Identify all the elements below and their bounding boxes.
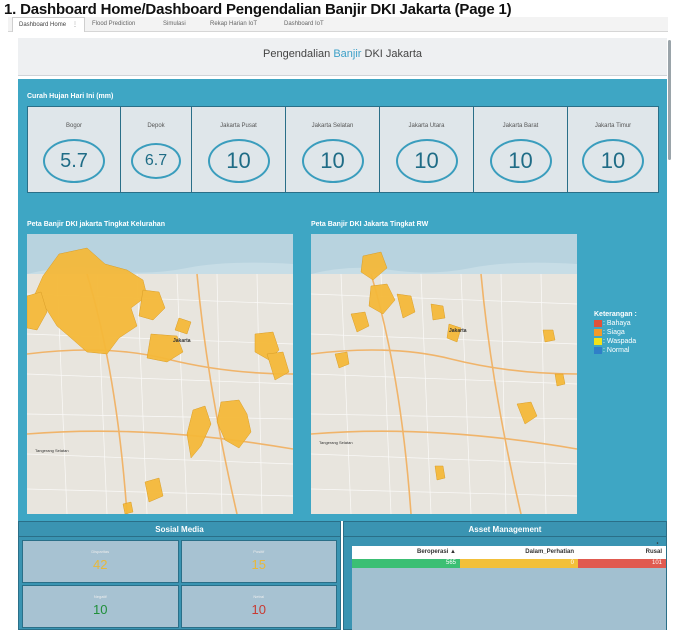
sm-card-label: Netral [253,594,265,599]
legend-swatch [594,320,602,327]
asset-table-header: Beroperasi ▲ Dalam_Perhatian Rusal [352,546,666,559]
rain-card-jakarta-pusat[interactable]: Jakarta Pusat 10 [192,107,286,192]
legend-label: : Siaga [603,329,625,336]
legend-title: Keterangan : [594,311,637,318]
rain-station-name: Jakarta Barat [502,123,539,129]
legend-label: : Normal [603,347,630,354]
sm-card-positif[interactable]: Positif 15 [180,540,337,583]
rain-value-gauge: 10 [395,139,458,183]
tab-flood-prediction[interactable]: Flood Prediction [92,21,136,27]
sm-card-label: Negatif [93,594,107,599]
header-title-accent: Banjir [333,48,362,60]
tab-dashboard-home[interactable]: Dashboard Home ⋮ [12,17,86,32]
sm-card-value: 42 [93,557,108,572]
legend-item-normal: : Normal [594,346,637,355]
map-kelurahan[interactable]: Jakarta Tangerang Selatan [27,234,293,514]
legend-item-bahaya: : Bahaya [594,319,637,328]
map-town-label: Tangerang Selatan [319,440,353,445]
cell-beroperasi: 565 [352,559,460,568]
rain-value-gauge: 10 [207,139,270,183]
asset-management-title: Asset Management [344,522,666,537]
rain-station-name: Depok [147,123,165,129]
rain-station-name: Jakarta Timur [594,123,632,129]
sm-card-negatif[interactable]: Negatif 10 [22,585,179,628]
map-city-label: Jakarta [173,338,191,344]
legend-item-siaga: : Siaga [594,328,637,337]
map-rw[interactable]: Jakarta Tangerang Selatan [311,234,577,514]
rainfall-section-label: Curah Hujan Hari Ini (mm) [27,93,114,100]
sm-card-value: 15 [251,557,266,572]
sm-card-label: Disparitas [91,549,110,554]
map-rw-canvas: Jakarta Tangerang Selatan [311,234,577,514]
header-title-pre: Pengendalian [263,48,334,60]
document-title: 1. Dashboard Home/Dashboard Pengendalian… [4,1,512,18]
main-panel: Curah Hujan Hari Ini (mm) Bogor 5.7 Depo… [18,79,667,521]
map-town-label: Tangerang Selatan [35,448,69,453]
rain-card-jakarta-timur[interactable]: Jakarta Timur 10 [568,107,658,192]
rain-card-depok[interactable]: Depok 6.7 [121,107,192,192]
rain-station-name: Jakarta Pusat [220,123,257,129]
map-right-title: Peta Banjir DKI Jakarta Tingkat RW [311,221,429,228]
sm-card-disparitas[interactable]: Disparitas 42 [22,540,179,583]
rain-station-name: Jakarta Utara [408,123,445,129]
page-header: Pengendalian Banjir DKI Jakarta [18,38,667,76]
rain-value-gauge: 10 [301,139,364,183]
sm-card-label: Positif [253,549,265,554]
column-header-rusal[interactable]: Rusal [645,549,662,555]
legend-swatch [594,338,602,345]
column-header-beroperasi[interactable]: Beroperasi ▲ [417,549,456,555]
map-legend: Keterangan : : Bahaya : Siaga : Waspada … [594,311,637,355]
sm-card-value: 10 [93,602,108,617]
table-row: 565 0 101 [352,559,666,568]
tab-label: Dashboard Home [19,22,67,28]
asset-management-panel: Asset Management ⋮ Beroperasi ▲ Dalam_Pe… [343,521,667,630]
map-city-label: Jakarta [449,328,467,334]
rainfall-cards: Bogor 5.7 Depok 6.7 Jakarta Pusat 10 Jak… [27,106,659,193]
social-media-grid: Disparitas 42 Positif 15 Negatif 10 Netr… [22,540,337,628]
tab-menu-icon[interactable]: ⋮ [72,22,79,28]
social-media-title: Sosial Media [19,522,340,537]
rain-card-jakarta-selatan[interactable]: Jakarta Selatan 10 [286,107,380,192]
tab-dashboard-iot[interactable]: Dashboard IoT [284,21,324,27]
rain-value-gauge: 6.7 [131,143,181,179]
page-scrollbar[interactable] [668,40,671,160]
rain-value-gauge: 10 [489,139,552,183]
rain-station-name: Jakarta Selatan [311,123,354,129]
tab-bar: Dashboard Home ⋮ Flood Prediction Simulas… [8,17,668,32]
rain-value-gauge: 10 [582,139,644,183]
sm-card-value: 10 [251,602,266,617]
social-media-panel: Sosial Media Disparitas 42 Positif 15 Ne… [18,521,341,630]
rain-card-bogor[interactable]: Bogor 5.7 [28,107,121,192]
legend-swatch [594,347,602,354]
rain-card-jakarta-barat[interactable]: Jakarta Barat 10 [474,107,568,192]
legend-swatch [594,329,602,336]
header-title-post: DKI Jakarta [361,48,422,60]
cell-rusal: 101 [578,559,666,568]
legend-label: : Waspada [603,338,637,345]
tab-rekap-harian-iot[interactable]: Rekap Harian IoT [210,21,258,27]
rain-station-name: Bogor [65,123,82,129]
sm-card-netral[interactable]: Netral 10 [180,585,337,628]
column-header-dalam-perhatian[interactable]: Dalam_Perhatian [525,549,574,555]
rain-value-gauge: 5.7 [43,139,105,183]
tab-simulasi[interactable]: Simulasi [163,21,186,27]
asset-table-area: Beroperasi ▲ Dalam_Perhatian Rusal 565 0… [352,546,666,630]
legend-item-waspada: : Waspada [594,337,637,346]
map-kelurahan-canvas: Jakarta Tangerang Selatan [27,234,293,514]
cell-dalam-perhatian: 0 [460,559,578,568]
rain-card-jakarta-utara[interactable]: Jakarta Utara 10 [380,107,474,192]
asset-table: Beroperasi ▲ Dalam_Perhatian Rusal 565 0… [352,546,666,568]
map-left-title: Peta Banjir DKI jakarta Tingkat Keluraha… [27,221,165,228]
legend-label: : Bahaya [603,320,631,327]
